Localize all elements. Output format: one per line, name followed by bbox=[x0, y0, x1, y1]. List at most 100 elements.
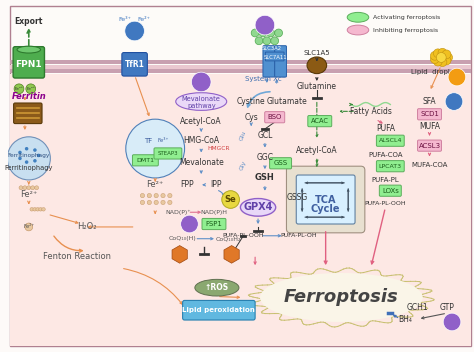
Text: GCL: GCL bbox=[257, 131, 273, 140]
Circle shape bbox=[31, 186, 35, 190]
FancyBboxPatch shape bbox=[182, 300, 255, 320]
FancyBboxPatch shape bbox=[10, 6, 471, 346]
Text: IPP: IPP bbox=[210, 180, 222, 189]
Text: 6: 6 bbox=[186, 220, 192, 228]
Text: Fe²⁺: Fe²⁺ bbox=[20, 190, 37, 199]
Text: SFA: SFA bbox=[423, 97, 436, 106]
Text: 2: 2 bbox=[262, 21, 268, 30]
Text: Ferritinophagy: Ferritinophagy bbox=[8, 153, 50, 158]
FancyBboxPatch shape bbox=[154, 148, 182, 159]
Circle shape bbox=[181, 215, 198, 233]
Circle shape bbox=[443, 313, 461, 331]
Text: PUFA-PL: PUFA-PL bbox=[372, 177, 399, 183]
Ellipse shape bbox=[195, 279, 239, 296]
Text: Activating ferroptosis: Activating ferroptosis bbox=[373, 15, 440, 20]
Text: Gly: Gly bbox=[239, 159, 247, 171]
FancyBboxPatch shape bbox=[270, 158, 292, 169]
Text: GSSG: GSSG bbox=[287, 193, 308, 202]
Circle shape bbox=[263, 37, 271, 45]
Text: Lipid  droplets: Lipid droplets bbox=[410, 69, 460, 75]
Text: BSO: BSO bbox=[267, 114, 282, 120]
Text: LPCAT3: LPCAT3 bbox=[379, 164, 402, 169]
Text: 3: 3 bbox=[198, 77, 204, 87]
FancyBboxPatch shape bbox=[10, 65, 471, 69]
Circle shape bbox=[125, 21, 145, 41]
Circle shape bbox=[437, 52, 446, 62]
Circle shape bbox=[19, 186, 23, 190]
Text: GCH1: GCH1 bbox=[407, 303, 428, 312]
FancyBboxPatch shape bbox=[10, 74, 471, 346]
Ellipse shape bbox=[240, 199, 276, 216]
Text: NAD(P)⁺: NAD(P)⁺ bbox=[165, 210, 191, 215]
Text: Inhibiting ferroptosis: Inhibiting ferroptosis bbox=[373, 27, 438, 32]
Text: GPX4: GPX4 bbox=[243, 202, 273, 212]
Text: CoQ₁₀H₂: CoQ₁₀H₂ bbox=[216, 236, 241, 241]
Text: Mevalonate: Mevalonate bbox=[182, 96, 221, 102]
FancyBboxPatch shape bbox=[122, 52, 147, 76]
Text: Fe³⁺: Fe³⁺ bbox=[118, 17, 131, 22]
Text: GSH: GSH bbox=[255, 174, 275, 182]
FancyBboxPatch shape bbox=[10, 61, 471, 64]
Text: 5: 5 bbox=[451, 97, 457, 106]
FancyBboxPatch shape bbox=[296, 175, 355, 224]
Circle shape bbox=[161, 200, 165, 205]
Ellipse shape bbox=[260, 273, 423, 322]
Circle shape bbox=[251, 29, 259, 37]
Text: PUFA: PUFA bbox=[376, 125, 395, 133]
Text: Acetyl-CoA: Acetyl-CoA bbox=[181, 117, 222, 126]
Circle shape bbox=[147, 194, 152, 198]
Text: TfR1: TfR1 bbox=[125, 60, 145, 69]
Text: GTP: GTP bbox=[440, 303, 455, 312]
Text: Fe²⁺: Fe²⁺ bbox=[137, 17, 150, 22]
Circle shape bbox=[267, 29, 275, 37]
Circle shape bbox=[18, 151, 22, 154]
Text: HMGCR: HMGCR bbox=[208, 146, 230, 151]
Ellipse shape bbox=[307, 57, 327, 74]
Text: DMT1: DMT1 bbox=[137, 158, 155, 163]
Circle shape bbox=[442, 50, 451, 59]
Circle shape bbox=[140, 200, 145, 205]
Circle shape bbox=[275, 29, 283, 37]
Circle shape bbox=[255, 37, 263, 45]
FancyBboxPatch shape bbox=[275, 46, 286, 77]
Text: TCA: TCA bbox=[315, 195, 337, 205]
Circle shape bbox=[126, 119, 184, 178]
Text: BH₄: BH₄ bbox=[398, 315, 412, 323]
Text: Acetyl-CoA: Acetyl-CoA bbox=[296, 146, 337, 155]
Text: Fe²⁺: Fe²⁺ bbox=[26, 87, 35, 91]
Text: SLC1A5: SLC1A5 bbox=[303, 50, 330, 56]
Text: Glutamate: Glutamate bbox=[267, 97, 308, 106]
Text: PUFA-PL-OOH: PUFA-PL-OOH bbox=[365, 201, 406, 206]
Text: Mevalonate: Mevalonate bbox=[179, 158, 224, 167]
FancyBboxPatch shape bbox=[418, 140, 441, 151]
Text: 4: 4 bbox=[454, 73, 460, 82]
Circle shape bbox=[161, 194, 165, 198]
FancyBboxPatch shape bbox=[308, 115, 332, 127]
Text: Lipid peroxidation: Lipid peroxidation bbox=[182, 307, 255, 313]
Circle shape bbox=[255, 15, 275, 35]
Text: CoQ₁₀(H): CoQ₁₀(H) bbox=[169, 236, 197, 241]
Text: Fe²⁺: Fe²⁺ bbox=[23, 225, 35, 230]
Circle shape bbox=[33, 208, 36, 211]
Text: GGC: GGC bbox=[256, 153, 273, 162]
Text: H₂O₂: H₂O₂ bbox=[77, 222, 96, 232]
Circle shape bbox=[39, 208, 42, 211]
Circle shape bbox=[33, 148, 36, 152]
FancyBboxPatch shape bbox=[376, 135, 404, 146]
Circle shape bbox=[23, 186, 27, 190]
Text: Ferritinophagy: Ferritinophagy bbox=[5, 165, 53, 171]
Circle shape bbox=[25, 161, 28, 164]
Text: pathway: pathway bbox=[187, 103, 216, 109]
Ellipse shape bbox=[347, 25, 369, 35]
Ellipse shape bbox=[347, 12, 369, 22]
Circle shape bbox=[444, 53, 453, 62]
Circle shape bbox=[35, 186, 38, 190]
Circle shape bbox=[168, 200, 172, 205]
FancyBboxPatch shape bbox=[14, 103, 42, 124]
Text: PUFA-PL-OH: PUFA-PL-OH bbox=[280, 233, 317, 238]
Text: Ferritin: Ferritin bbox=[11, 92, 46, 101]
Circle shape bbox=[222, 191, 239, 208]
Circle shape bbox=[259, 29, 267, 37]
Circle shape bbox=[438, 48, 447, 57]
Circle shape bbox=[271, 37, 279, 45]
